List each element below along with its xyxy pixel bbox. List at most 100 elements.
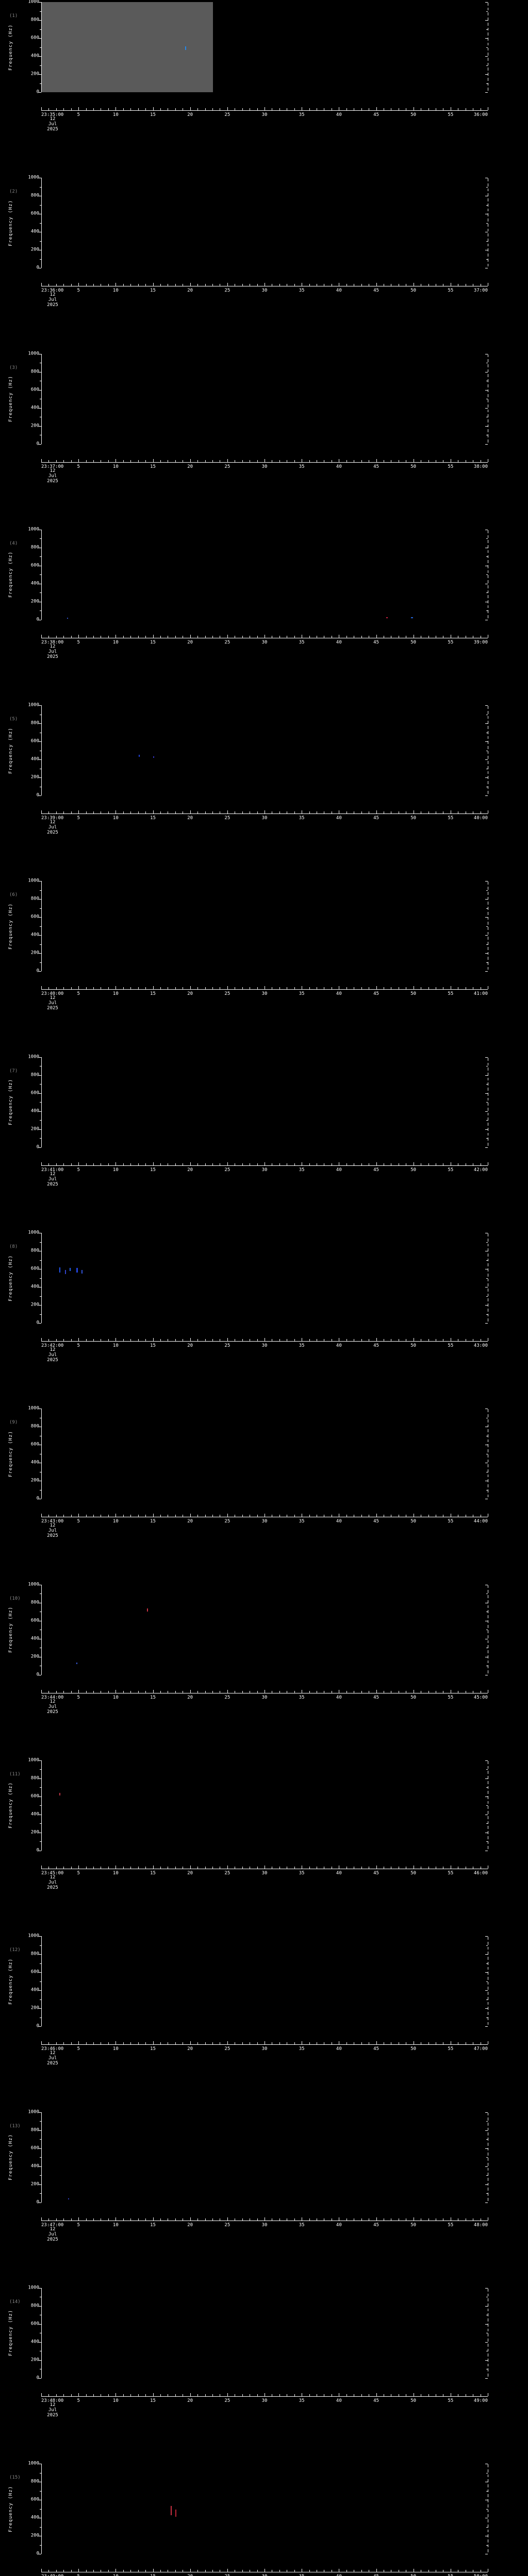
x-tick-major [153,986,154,990]
right-tick-major [485,1075,488,1076]
plot-area[interactable] [41,1233,488,1324]
x-tick-minor [130,1515,131,1517]
x-tick-major [41,2217,42,2221]
y-tick-major [39,1305,41,1306]
plot-area[interactable] [41,1057,488,1147]
x-tick-major [376,1514,377,1517]
plot-area[interactable] [41,1936,488,2027]
x-tick-major [41,2041,42,2045]
plot-area[interactable] [41,1760,488,1851]
x-tick-minor [56,460,57,462]
x-tick-minor [346,1866,347,1869]
x-tick-label: 45 [373,2222,379,2228]
plot-area[interactable] [41,178,488,268]
x-tick-minor [175,635,176,638]
x-tick-minor [63,2218,64,2221]
plot-area[interactable] [41,2112,488,2202]
panel-index-label: (3) [9,365,18,370]
panel-index-label: (8) [9,1244,18,1250]
y-tick-major [39,1147,41,1148]
detection-mark [138,754,140,757]
x-tick-minor [361,2570,362,2572]
x-tick-label: 35 [299,112,305,117]
x-tick-label: 30 [261,991,268,997]
y-tick-label: 200 [30,247,39,252]
x-tick-minor [145,987,146,990]
y-tick-label: 200 [30,2533,39,2538]
y-tick-major [39,2378,41,2379]
x-tick-label: 40 [336,1343,342,1349]
axis-date-label: 12 Jul 2025 [42,1523,63,1538]
plot-area[interactable] [41,2464,488,2554]
x-tick-label: 50 [410,2398,417,2403]
plot-area[interactable] [41,705,488,796]
x-tick-major [190,986,191,990]
y-tick-label: 600 [30,563,39,568]
panel-index-label: (6) [9,892,18,898]
x-tick-label: 5 [77,288,80,294]
right-tick-major [485,408,488,409]
detection-mark [147,1608,148,1612]
x-tick-minor [175,284,176,286]
x-tick-minor [86,811,87,814]
x-tick-minor [212,108,213,110]
x-tick-major [153,2569,154,2572]
y-axis: 0 200 400 600 800 1000 [28,703,42,798]
x-tick-minor [160,1163,161,1165]
y-tick-major [39,1057,41,1058]
y-tick-label: 400 [30,405,39,411]
x-tick-minor [123,2042,124,2045]
x-tick-minor [86,2570,87,2572]
y-tick-label: 0 [36,2551,39,2556]
y-tick-label: 800 [30,1600,39,1605]
x-tick-label: 35 [299,816,305,821]
x-tick-major [153,1514,154,1517]
x-tick-minor [130,1163,131,1165]
detection-mark [68,2198,69,2200]
y-tick-label: 200 [30,599,39,604]
plot-area[interactable] [41,2287,488,2378]
plot-area[interactable] [41,881,488,972]
x-tick-minor [130,108,131,110]
x-tick-label: 30 [261,1519,268,1524]
plot-area[interactable] [41,1584,488,1675]
y-tick-label: 0 [36,968,39,974]
x-tick-minor [242,2570,243,2572]
y-tick-major [39,408,41,409]
axis-date-line: Jul [48,1704,57,1709]
x-tick-minor [130,635,131,638]
x-tick-minor [123,987,124,990]
y-tick-minor [40,1841,41,1842]
x-tick-minor [361,635,362,638]
y-tick-minor [40,1805,41,1806]
spectrogram-panel: 0 200 400 600 800 1000 Frequency (Hz) (7) 23:41:… [0,1055,528,1231]
y-axis: 0 200 400 600 800 1000 [28,1582,42,1677]
y-axis-title-text: Frequency (Hz) [8,1958,14,2005]
detection-mark [67,617,69,619]
axis-date-line: 12 [50,995,56,1001]
plot-area[interactable] [41,353,488,444]
x-tick-major [41,1338,42,1342]
x-tick-minor [56,1515,57,1517]
detection-mark [171,2505,172,2515]
x-tick-minor [294,2570,295,2572]
plot-area[interactable] [41,2,488,92]
detection-mark [69,1268,71,1272]
y-tick-major [39,426,41,427]
x-tick-minor [197,2394,199,2396]
x-tick-minor [48,1690,50,1693]
x-tick-minor [294,1163,295,1165]
x-tick-minor [130,2218,131,2221]
plot-area[interactable] [41,1409,488,1499]
y-tick-minor [40,962,41,963]
x-tick-minor [242,108,243,110]
x-tick-minor [361,1515,362,1517]
plot-area[interactable] [41,529,488,620]
y-tick-label: 400 [30,1108,39,1114]
x-tick-label: 40 [336,816,342,821]
x-tick-minor [56,2218,57,2221]
y-tick-label: 0 [36,2375,39,2381]
x-tick-major [78,810,79,814]
right-tick-major [485,935,488,936]
y-tick-minor [40,556,41,557]
